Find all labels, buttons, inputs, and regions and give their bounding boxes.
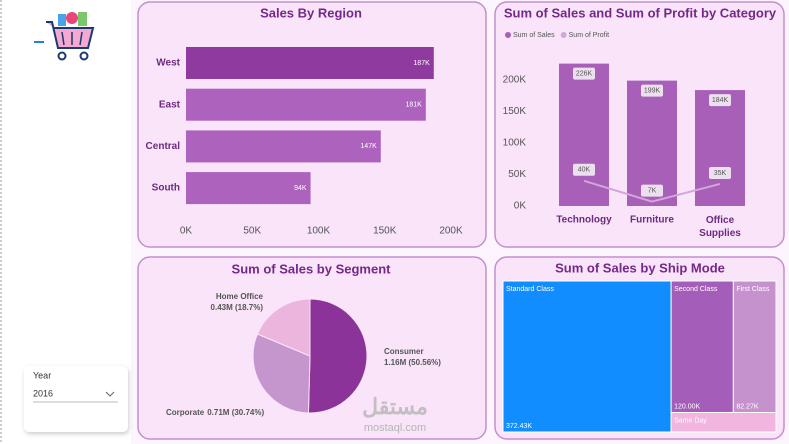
x-tick-label: 200K <box>439 226 463 237</box>
x-tick-label: Technology <box>556 215 612 226</box>
y-tick-label: 100K <box>503 138 527 149</box>
bar <box>186 172 311 205</box>
pie-slice <box>252 333 311 414</box>
x-tick-label: 50K <box>243 226 261 237</box>
data-label: 226K <box>576 70 593 77</box>
slicer-label: Year <box>33 370 51 380</box>
slice-value: 0.71M (30.74%) <box>207 408 264 417</box>
data-label: 7K <box>648 187 657 194</box>
x-tick-label: Furniture <box>630 215 674 226</box>
data-label-box <box>641 184 663 197</box>
bar <box>186 130 381 163</box>
bar <box>186 47 434 79</box>
y-tick-label: 0K <box>514 201 527 212</box>
slice-label: Consumer <box>384 347 424 356</box>
y-tick-label: West <box>156 58 180 69</box>
pie-slice <box>307 298 368 414</box>
data-label: 35K <box>714 170 727 177</box>
data-label-box <box>709 166 731 179</box>
data-label: 187K <box>413 60 430 67</box>
bar <box>186 88 426 121</box>
slice-label: Corporate <box>166 408 205 417</box>
cell-label: Standard Class <box>506 286 554 293</box>
data-label-box <box>641 84 663 97</box>
watermark: مستقل <box>362 394 428 419</box>
slice-value: 0.43M (18.7%) <box>211 303 264 312</box>
legend-label: Sum of Sales <box>513 32 555 39</box>
slicer-value[interactable]: 2016 <box>33 388 53 398</box>
data-label: 181K <box>405 102 422 109</box>
data-label: 40K <box>578 167 591 174</box>
data-label-box <box>573 163 595 176</box>
x-tick-label: 0K <box>180 226 193 237</box>
cell-value: 82.27K <box>736 403 759 410</box>
watermark: mostaql.com <box>364 422 426 434</box>
cell-label: Same Day <box>674 417 707 424</box>
slice-value: 1.16M (50.56%) <box>384 358 441 367</box>
data-label-box <box>709 94 731 107</box>
bar <box>559 63 609 207</box>
data-label: 184K <box>712 97 729 104</box>
x-tick-label: Office Supplies <box>699 215 741 239</box>
slicer-box[interactable] <box>24 366 128 432</box>
y-tick-label: East <box>159 99 181 110</box>
y-tick-label: Central <box>146 141 181 152</box>
data-label: 199K <box>644 87 661 94</box>
chart-title: Sum of Sales by Ship Mode <box>555 260 725 275</box>
panel <box>137 1 487 248</box>
y-tick-label: 150K <box>503 106 527 117</box>
dropdown-arrow[interactable] <box>105 391 115 397</box>
y-tick-label: 200K <box>503 75 527 86</box>
chart-title: Sales By Region <box>260 5 362 20</box>
x-tick-label: 150K <box>373 226 397 237</box>
chart-title: Sum of Sales by Segment <box>232 261 392 276</box>
y-tick-label: South <box>152 183 180 194</box>
slice-label: Home Office <box>216 292 264 301</box>
treemap-cell <box>670 280 734 413</box>
y-tick-label: 50K <box>508 169 526 180</box>
cell-value: 372.43K <box>506 423 532 430</box>
chart-title: Sum of Sales and Sum of Profit by Catego… <box>504 5 777 20</box>
bar <box>695 90 745 206</box>
legend-marker <box>560 32 567 38</box>
logo <box>34 12 95 61</box>
data-label-box <box>573 67 595 80</box>
treemap-cell <box>670 411 777 433</box>
pie-slice <box>256 298 311 357</box>
cell-label: First Class <box>736 286 770 293</box>
legend-label: Sum of Profit <box>569 32 610 39</box>
data-label: 147K <box>360 143 377 150</box>
cell-label: Second Class <box>674 286 718 293</box>
line <box>583 179 721 203</box>
treemap-cell <box>732 280 777 413</box>
cell-value: 120.00K <box>674 403 700 410</box>
slicer[interactable] <box>24 366 128 432</box>
treemap-cell <box>502 280 672 433</box>
x-tick-label: 100K <box>307 226 331 237</box>
data-label: 94K <box>294 185 307 192</box>
legend-marker <box>505 32 511 38</box>
